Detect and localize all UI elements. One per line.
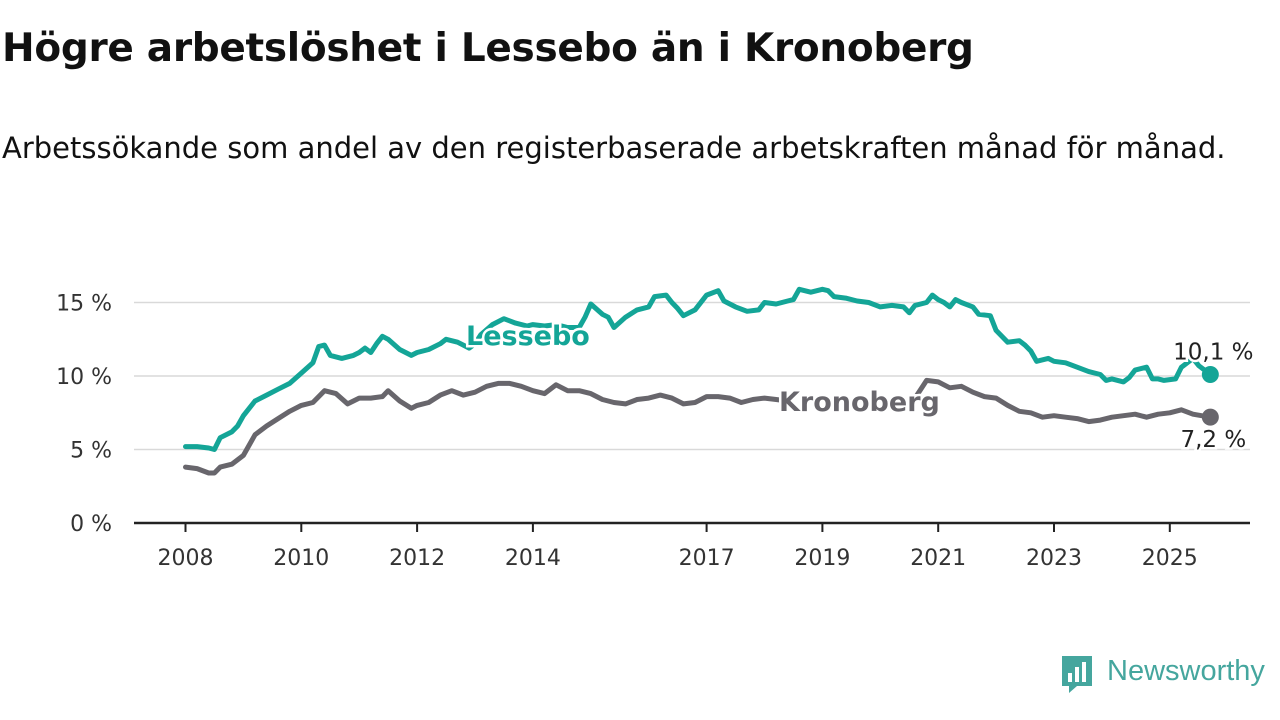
x-tick-label: 2014 <box>505 546 561 571</box>
brand-name: Newsworthy <box>1107 655 1265 687</box>
chart-subtitle: Arbetssökande som andel av den registerb… <box>2 131 1226 165</box>
x-tick-label: 2021 <box>910 546 966 571</box>
lessebo-line <box>183 286 1213 452</box>
y-tick-label: 5 % <box>70 439 112 464</box>
y-tick-label: 10 % <box>56 365 112 390</box>
lessebo-end-label: 10,1 % <box>1173 340 1253 366</box>
line-chart: 0 %5 %10 %15 % 2008 2010 2012 2014 2017 2019 2… <box>56 286 1257 571</box>
x-tick-label: 2025 <box>1142 546 1198 571</box>
kronoberg-line <box>912 377 1213 425</box>
x-tick-label: 2019 <box>794 546 850 571</box>
gridlines <box>134 301 1250 451</box>
x-tick-label: 2008 <box>158 546 214 571</box>
y-axis: 0 % 5 % 10 % 15 % <box>56 292 112 538</box>
x-tick-label: 2017 <box>679 546 735 571</box>
newsworthy-brand: Newsworthy <box>1059 654 1279 694</box>
y-tick-label: 15 % <box>56 292 112 317</box>
kronoberg-end-point <box>1201 408 1219 426</box>
kronoberg-end-label: 7,2 % <box>1180 427 1246 453</box>
lessebo-series-label: Lessebo <box>466 321 590 352</box>
kronoberg-series-label: Kronoberg <box>779 387 940 418</box>
y-tick-label: 0 % <box>70 512 112 537</box>
kronoberg-line <box>183 380 791 476</box>
newsworthy-logo-icon <box>1062 656 1092 693</box>
series-labels: 10,1 % 7,2 % Lessebo Kronoberg <box>464 319 1257 456</box>
x-tick-label: 2010 <box>273 546 329 571</box>
x-tick-label: 2023 <box>1026 546 1082 571</box>
chart-title: Högre arbetslöshet i Lessebo än i Kronob… <box>2 26 974 71</box>
x-axis-ticks: 2008 2010 2012 2014 2017 2019 2021 2023 2025 <box>158 523 1198 571</box>
series-lines <box>183 286 1219 476</box>
lessebo-end-point <box>1201 366 1219 384</box>
x-tick-label: 2012 <box>389 546 445 571</box>
